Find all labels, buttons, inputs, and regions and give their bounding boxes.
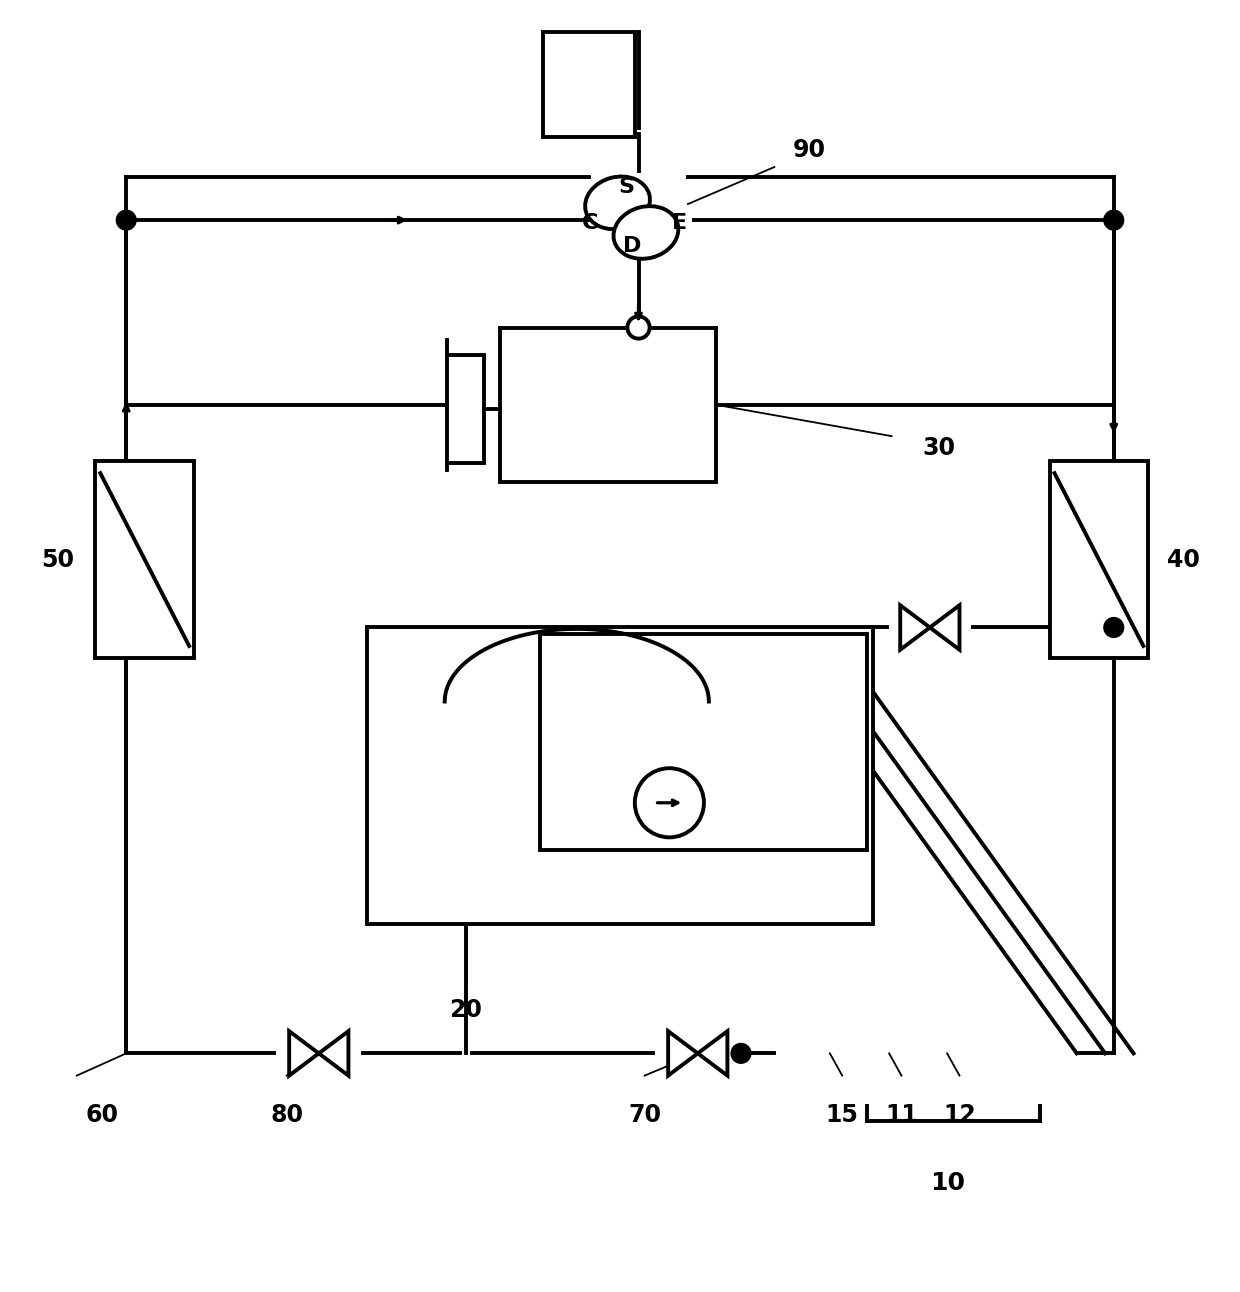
Text: 10: 10: [930, 1171, 965, 1195]
Ellipse shape: [614, 207, 678, 258]
Circle shape: [1104, 211, 1123, 230]
Circle shape: [1104, 618, 1123, 637]
Circle shape: [732, 1044, 751, 1063]
Text: 80: 80: [270, 1103, 304, 1127]
Bar: [367, 628, 873, 924]
Text: 11: 11: [885, 1103, 918, 1127]
Text: 50: 50: [41, 548, 74, 571]
Bar: [448, 355, 484, 464]
Circle shape: [117, 211, 136, 230]
Text: 30: 30: [923, 437, 956, 460]
Ellipse shape: [585, 177, 650, 229]
Text: 40: 40: [1167, 548, 1200, 571]
Text: 15: 15: [826, 1103, 858, 1127]
Polygon shape: [930, 605, 960, 650]
Polygon shape: [668, 1031, 698, 1075]
Polygon shape: [900, 605, 930, 650]
Text: S: S: [619, 177, 634, 196]
Bar: [1049, 461, 1148, 659]
Text: 90: 90: [792, 138, 826, 162]
Bar: [95, 461, 195, 659]
Bar: [543, 32, 635, 137]
Text: 20: 20: [449, 997, 482, 1022]
Text: C: C: [583, 213, 599, 233]
Text: E: E: [672, 213, 687, 233]
Text: D: D: [624, 236, 641, 256]
Polygon shape: [319, 1031, 348, 1075]
Text: 70: 70: [629, 1103, 661, 1127]
Polygon shape: [289, 1031, 319, 1075]
Circle shape: [635, 769, 704, 837]
Circle shape: [627, 317, 650, 339]
Bar: [539, 633, 867, 850]
Text: 60: 60: [86, 1103, 118, 1127]
Bar: [500, 328, 715, 482]
Polygon shape: [698, 1031, 728, 1075]
Text: 12: 12: [944, 1103, 976, 1127]
